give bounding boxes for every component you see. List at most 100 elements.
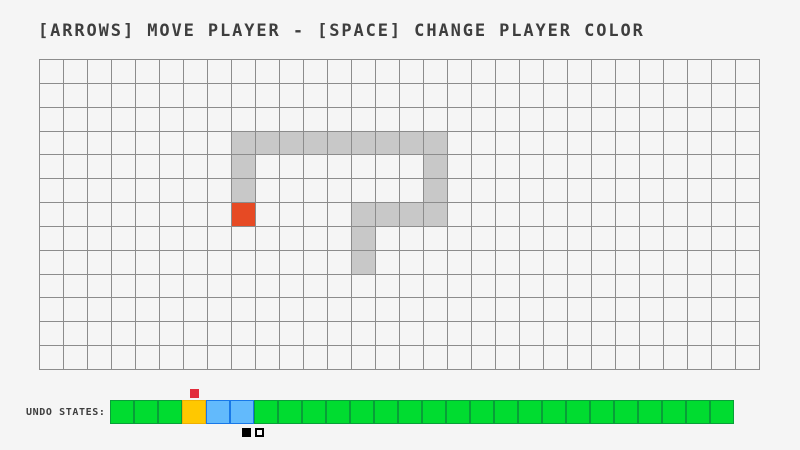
grid-cell [496, 346, 520, 370]
grid-cell [496, 322, 520, 347]
grid-cell [328, 226, 352, 251]
grid-cell [208, 179, 232, 204]
grid-cell [376, 179, 400, 204]
grid-cell [640, 203, 664, 227]
grid-cell [592, 346, 616, 370]
grid-cell [208, 274, 232, 299]
grid-cell [568, 131, 592, 156]
grid-cell [64, 274, 88, 299]
grid-cell [64, 226, 88, 251]
grid-cell [736, 298, 760, 323]
grid-cell [232, 274, 256, 299]
grid-cell [88, 274, 112, 299]
grid-cell [64, 155, 88, 180]
grid-cell [400, 346, 424, 370]
grid-cell [424, 274, 448, 299]
grid-cell [136, 226, 160, 251]
grid-cell [664, 131, 688, 156]
grid-cell [208, 155, 232, 180]
grid-cell [544, 250, 568, 275]
grid-cell [424, 83, 448, 108]
grid-cell [664, 250, 688, 275]
grid-cell [304, 83, 328, 108]
grid-cell [328, 83, 352, 108]
grid-cell [688, 346, 712, 370]
grid-cell [112, 83, 136, 108]
undo-state-cell-green [662, 400, 686, 424]
trail-cell [232, 155, 256, 180]
grid-cell [256, 250, 280, 275]
grid-cell [616, 131, 640, 156]
instructions-title: [ARROWS] MOVE PLAYER - [SPACE] CHANGE PL… [38, 21, 645, 41]
grid-cell [280, 274, 304, 299]
grid-cell [352, 107, 376, 132]
grid-cell [88, 131, 112, 156]
trail-cell [256, 131, 280, 156]
grid-cell [328, 107, 352, 132]
grid-cell [304, 203, 328, 227]
grid-cell [64, 250, 88, 275]
grid-cell [160, 322, 184, 347]
undo-state-cell-green [494, 400, 518, 424]
grid-cell [688, 322, 712, 347]
grid-cell [664, 60, 688, 84]
undo-state-cell-green [446, 400, 470, 424]
grid-cell [112, 107, 136, 132]
grid-cell [160, 203, 184, 227]
grid-cell [88, 298, 112, 323]
grid-cell [88, 346, 112, 370]
grid-cell [424, 298, 448, 323]
trail-cell [232, 131, 256, 156]
grid-cell [592, 322, 616, 347]
grid-cell [712, 83, 736, 108]
trail-cell [424, 131, 448, 156]
grid-cell [64, 179, 88, 204]
grid-cell [568, 250, 592, 275]
grid-cell [736, 60, 760, 84]
grid-cell [688, 131, 712, 156]
game-grid[interactable] [39, 59, 760, 370]
grid-cell [40, 203, 64, 227]
undo-state-cell-green [710, 400, 734, 424]
grid-cell [304, 179, 328, 204]
grid-cell [640, 155, 664, 180]
grid-cell [88, 322, 112, 347]
trail-cell [232, 179, 256, 204]
grid-cell [136, 322, 160, 347]
undo-state-cell-green [350, 400, 374, 424]
grid-cell [568, 60, 592, 84]
grid-cell [472, 131, 496, 156]
grid-cell [520, 298, 544, 323]
grid-cell [376, 83, 400, 108]
grid-cell [376, 298, 400, 323]
grid-cell [88, 107, 112, 132]
grid-cell [592, 131, 616, 156]
grid-cell [400, 298, 424, 323]
grid-cell [496, 179, 520, 204]
grid-cell [688, 107, 712, 132]
grid-cell [256, 107, 280, 132]
grid-cell [472, 203, 496, 227]
grid-cell [232, 226, 256, 251]
grid-cell [544, 298, 568, 323]
grid-cell [88, 203, 112, 227]
grid-cell [640, 322, 664, 347]
grid-cell [736, 179, 760, 204]
grid-cell [496, 60, 520, 84]
grid-cell [40, 155, 64, 180]
grid-cell [712, 274, 736, 299]
grid-cell [568, 322, 592, 347]
grid-cell [616, 155, 640, 180]
trail-cell [376, 203, 400, 227]
grid-cell [280, 322, 304, 347]
grid-cell [472, 274, 496, 299]
grid-cell [280, 83, 304, 108]
grid-cell [616, 179, 640, 204]
grid-cell [160, 83, 184, 108]
grid-cell [64, 60, 88, 84]
grid-cell [256, 322, 280, 347]
grid-cell [472, 226, 496, 251]
undo-state-cell-green [638, 400, 662, 424]
grid-cell [208, 250, 232, 275]
grid-cell [160, 274, 184, 299]
